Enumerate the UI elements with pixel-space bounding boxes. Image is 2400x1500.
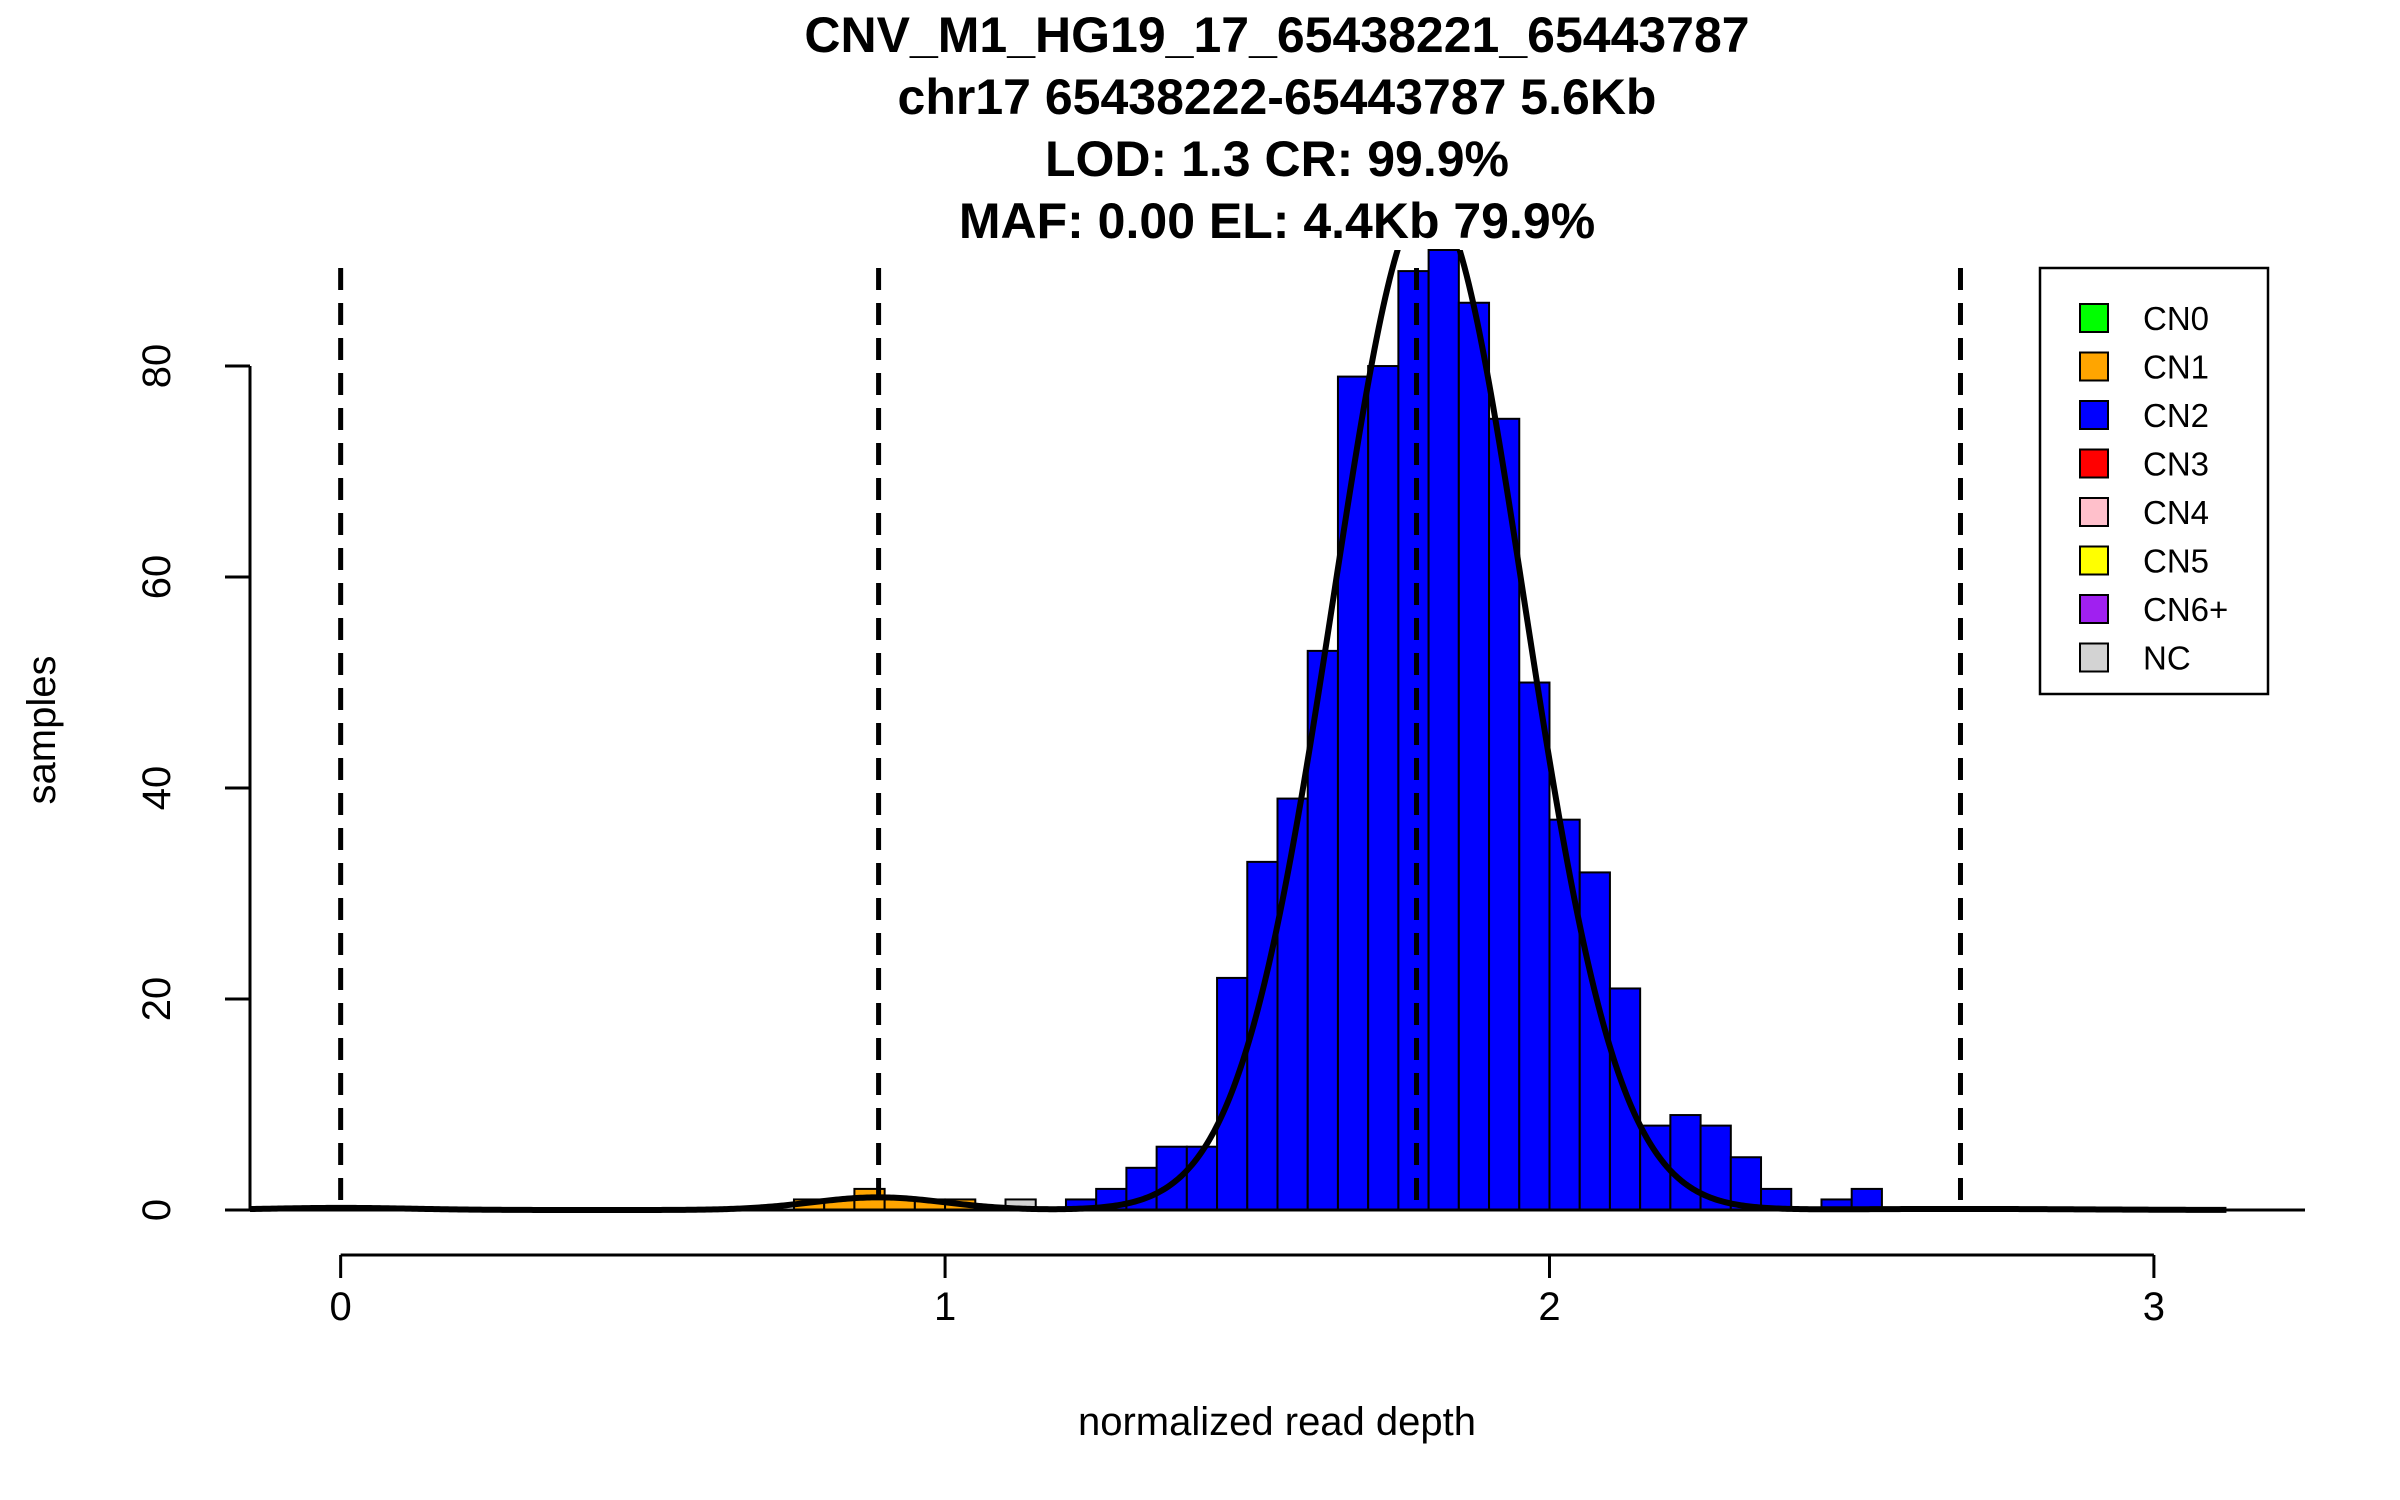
- legend-swatch-nc: [2079, 642, 2109, 673]
- x-tick-label-3: 3: [2143, 1285, 2165, 1329]
- x-tick-label-0: 0: [330, 1285, 352, 1329]
- legend-swatch-cn1: [2079, 351, 2109, 382]
- legend-label-cn6plus: CN6+: [2143, 591, 2228, 628]
- y-tick-label-0: 0: [135, 1199, 179, 1221]
- legend-box: [2038, 266, 2270, 696]
- legend-swatch-cn2: [2079, 400, 2109, 430]
- x-tick-label-2: 2: [1538, 1285, 1560, 1329]
- legend-label-cn1: CN1: [2143, 349, 2209, 386]
- y-tick-label-2: 40: [135, 766, 179, 811]
- y-tick-label-1: 20: [135, 977, 179, 1022]
- legend: CN0 CN1 CN2 CN3 CN4 CN5 CN6+ NC: [2038, 266, 2270, 696]
- legend-swatch-cn5: [2079, 545, 2109, 576]
- legend-swatch-cn4: [2079, 497, 2109, 527]
- legend-label-cn4: CN4: [2143, 494, 2209, 531]
- y-tick-label-3: 60: [135, 555, 179, 600]
- bar-cn2-12: [1427, 249, 1460, 1211]
- legend-label-cn0: CN0: [2143, 300, 2209, 337]
- title-line-4: MAF: 0.00 EL: 4.4Kb 79.9%: [959, 193, 1595, 249]
- title-line-1: CNV_M1_HG19_17_65438221_65443787: [804, 7, 1749, 63]
- bar-cn2-16: [1548, 818, 1581, 1212]
- legend-swatch-cn0: [2079, 303, 2109, 333]
- x-tick-label-1: 1: [934, 1285, 956, 1329]
- legend-label-cn5: CN5: [2143, 543, 2209, 580]
- title-line-2: chr17 65438222-65443787 5.6Kb: [898, 69, 1657, 125]
- bars-layer: [792, 249, 1883, 1212]
- title-line-3: LOD: 1.3 CR: 99.9%: [1045, 131, 1509, 187]
- bar-cn2-17: [1578, 871, 1611, 1212]
- x-axis-label: normalized read depth: [1078, 1400, 1476, 1444]
- legend-label-cn3: CN3: [2143, 446, 2209, 483]
- bar-cn2-15: [1518, 681, 1551, 1211]
- bar-cn2-10: [1367, 365, 1400, 1211]
- legend-label-nc: NC: [2143, 640, 2191, 677]
- axes: 0 1 2 3 0 20 40 60 80: [135, 344, 2305, 1329]
- y-axis-label: samples: [20, 656, 64, 805]
- threshold-lines: [338, 268, 1963, 1210]
- bar-cn2-20: [1669, 1114, 1702, 1211]
- legend-swatch-cn3: [2079, 448, 2109, 479]
- y-tick-label-4: 80: [135, 344, 179, 389]
- bar-cn2-9: [1336, 375, 1370, 1212]
- bar-cn2-22: [1729, 1156, 1763, 1212]
- legend-swatch-cn6plus: [2079, 594, 2109, 624]
- bar-cn2-11: [1397, 270, 1430, 1212]
- bar-cn2-13: [1457, 301, 1491, 1211]
- legend-label-cn2: CN2: [2143, 397, 2209, 434]
- chart-title: CNV_M1_HG19_17_65438221_65443787 chr17 6…: [804, 7, 1749, 249]
